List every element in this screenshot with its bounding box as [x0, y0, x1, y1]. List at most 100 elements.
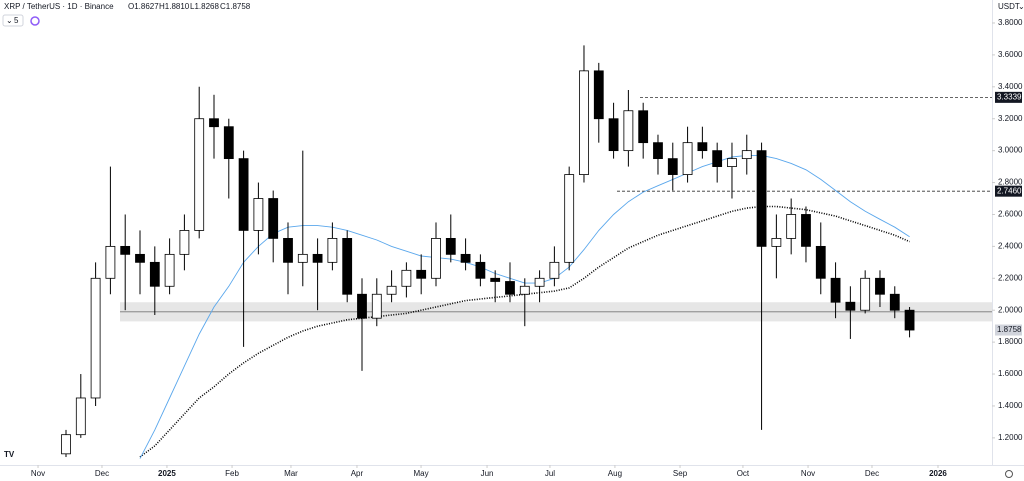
candle-body [875, 277, 885, 295]
level-label: 2.7460 [997, 186, 1022, 195]
x-tick-label: Aug [608, 469, 622, 478]
y-tick-label: 1.4000 [998, 401, 1023, 410]
candle-body [490, 277, 501, 282]
ohlc-close: C1.8758 [220, 2, 251, 11]
candle-body [460, 253, 471, 263]
candle-body [327, 238, 338, 263]
x-tick-label: Oct [737, 469, 750, 478]
candle-body [164, 253, 175, 287]
candle-body [727, 158, 737, 167]
candle-body [860, 277, 871, 311]
candle-body [549, 261, 560, 279]
indicator-count: 5 [14, 16, 19, 25]
y-tick-label: 1.6000 [998, 369, 1023, 378]
candle-body [209, 118, 219, 128]
x-tick-label: Sep [673, 469, 688, 478]
candle-body [519, 285, 530, 295]
candle-body [475, 261, 486, 279]
chevron: ⌄ [1018, 2, 1024, 11]
candle-body [416, 269, 427, 279]
y-tick-label: 2.6000 [998, 210, 1023, 219]
last-price-box [995, 324, 1022, 336]
symbol-title[interactable]: XRP / TetherUS · 1D · Binance [4, 2, 114, 11]
candle-body [297, 253, 308, 263]
candle-body [135, 253, 145, 263]
ohlc-low: L1.8268 [190, 2, 219, 11]
y-tick-label: 3.8000 [998, 18, 1023, 27]
candle-body [682, 142, 693, 175]
candle-body [608, 118, 619, 152]
candle-body [75, 397, 86, 436]
candle-body [268, 198, 279, 239]
x-tick-label: 2026 [929, 469, 947, 478]
candle-body [534, 277, 545, 287]
chevron: ⌄ [6, 16, 13, 25]
candle-body [593, 70, 604, 120]
candle-body [357, 293, 367, 319]
candle-body [771, 238, 782, 247]
x-tick-label: Nov [801, 469, 815, 478]
candle-body [386, 285, 397, 295]
y-tick-label: 3.4000 [998, 82, 1023, 91]
candle-body [90, 277, 101, 399]
candle-body [712, 150, 723, 167]
ohlc-high: H1.8810 [159, 2, 190, 11]
level-label: 3.3339 [997, 92, 1022, 101]
x-tick-label: Dec [95, 469, 109, 478]
candle-body [312, 253, 323, 263]
settings-icon[interactable] [1005, 470, 1013, 478]
candle-body [579, 70, 589, 175]
level-label-box [995, 185, 1022, 197]
candle-body [194, 118, 205, 231]
x-tick-label: Jul [545, 469, 555, 478]
candle-body [845, 301, 856, 311]
moving-average [139, 205, 910, 458]
candle-body [904, 309, 915, 331]
y-tick-label: 3.2000 [998, 114, 1023, 123]
currency-select[interactable]: USDT [998, 2, 1020, 11]
candle-body [786, 214, 797, 239]
y-tick-label: 1.2000 [998, 433, 1023, 442]
indicator-toggle[interactable] [2, 14, 24, 27]
candle-body [623, 110, 634, 152]
y-tick-label: 2.2000 [998, 273, 1023, 282]
logo[interactable]: TV [4, 450, 15, 459]
candle-body [223, 126, 234, 160]
y-tick-label: 2.4000 [998, 241, 1023, 250]
x-tick-label: Dec [865, 469, 879, 478]
y-tick-label: 3.6000 [998, 50, 1023, 59]
level-label-box [995, 91, 1022, 103]
candle-body [253, 198, 264, 231]
candle-body [238, 158, 249, 231]
y-tick-label: 1.8000 [998, 337, 1023, 346]
x-tick-label: Nov [31, 469, 45, 478]
indicator-icon[interactable] [30, 16, 40, 26]
candle-body [179, 230, 190, 255]
y-tick-label: 2.8000 [998, 178, 1023, 187]
candle-body [120, 245, 131, 255]
candle-body [801, 214, 811, 247]
candle-body [653, 142, 663, 160]
x-tick-label: May [413, 469, 428, 478]
candle-body [889, 293, 900, 311]
candle-body [830, 277, 841, 303]
y-tick-label: 3.0000 [998, 146, 1023, 155]
candle-body [697, 142, 708, 152]
candle-body [283, 238, 293, 263]
candle-body [741, 150, 752, 160]
candle-body [149, 261, 160, 287]
last-price-label: 1.8758 [997, 325, 1022, 334]
candle-body [667, 158, 678, 175]
candle-body [756, 150, 767, 247]
candle-body [371, 293, 382, 319]
candle-body [431, 238, 441, 279]
x-tick-label: 2025 [158, 469, 176, 478]
plot-area [61, 45, 992, 459]
x-tick-label: Apr [351, 469, 364, 478]
candle-body [61, 434, 71, 455]
candle-body [401, 269, 412, 287]
y-tick-label: 2.0000 [998, 305, 1023, 314]
candle-body [505, 281, 515, 295]
candle-body [342, 238, 353, 295]
